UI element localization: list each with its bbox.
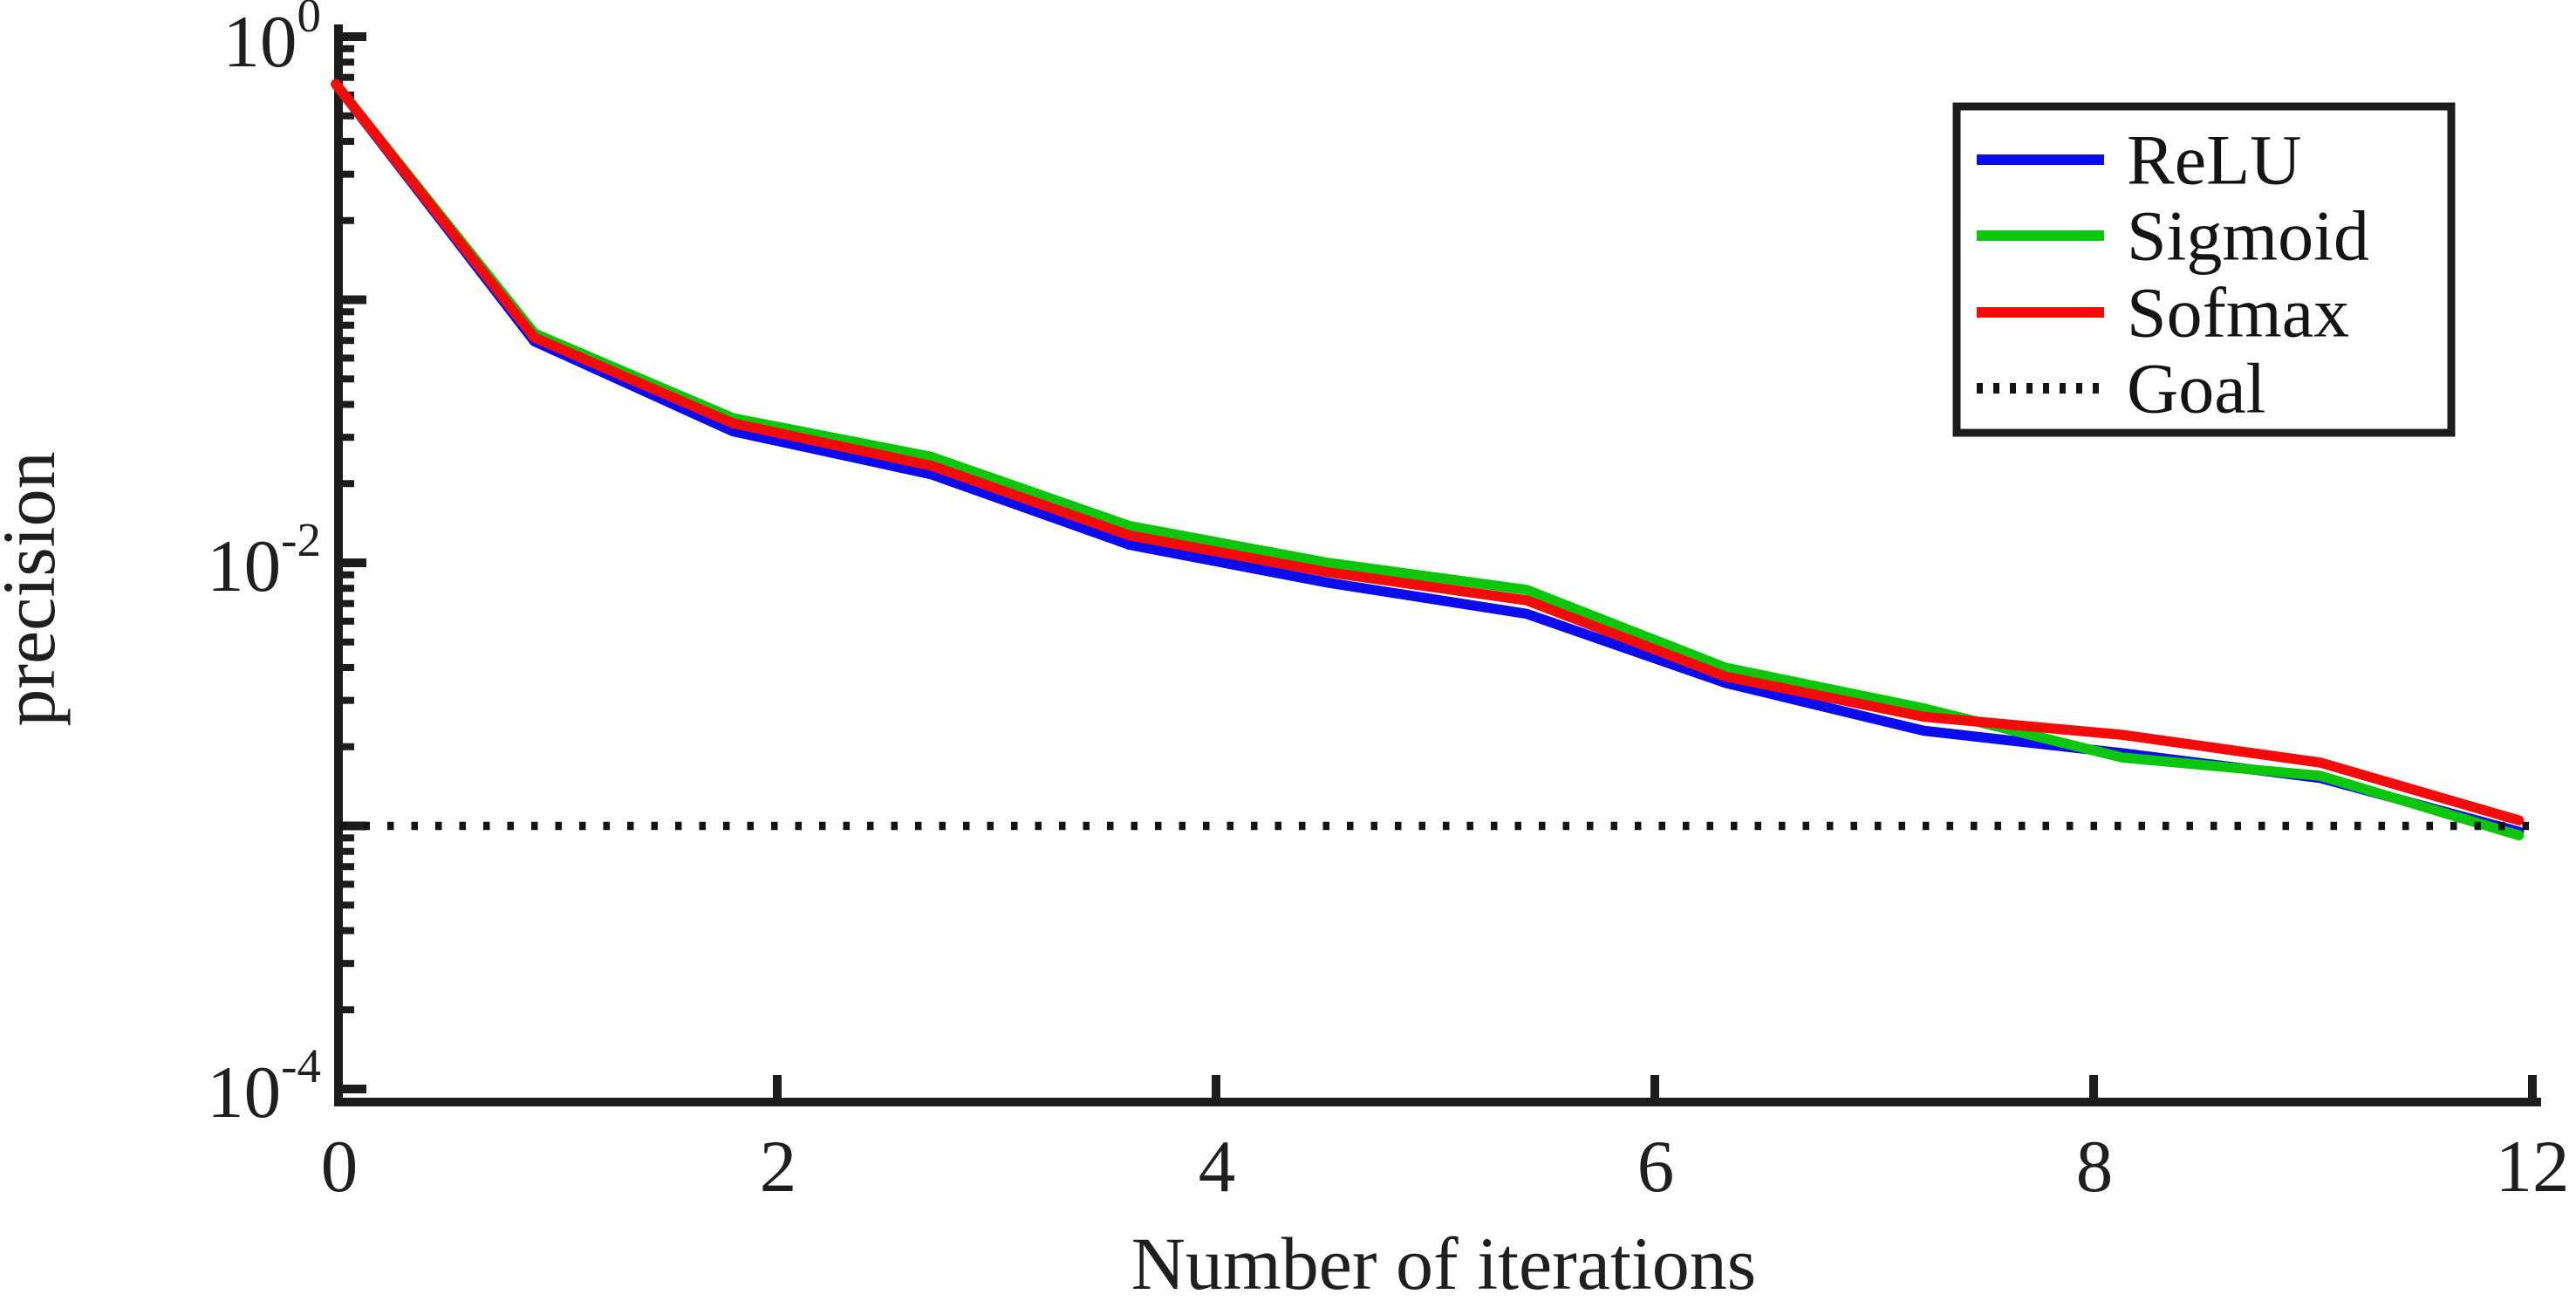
x-tick-label: 4 [1199, 1126, 1236, 1208]
x-axis-spine [334, 1098, 2541, 1106]
y-minor-ticks [343, 45, 354, 1014]
legend-label-sigmoid: Sigmoid [2127, 196, 2369, 276]
tick-mark [343, 571, 354, 579]
legend-entry-goal: Goal [1977, 349, 2265, 428]
tick-mark [343, 638, 354, 646]
tick-mark [343, 45, 354, 52]
y-tick-label-1e0: 100 [223, 0, 322, 83]
x-ticks [334, 1075, 2537, 1098]
axes [334, 24, 2541, 1106]
tick-mark [343, 1006, 354, 1014]
y-major-ticks [343, 32, 366, 1093]
tick-mark [343, 375, 354, 383]
tick-mark [343, 960, 354, 968]
tick-mark [343, 480, 354, 488]
tick-mark [343, 743, 354, 750]
tick-mark [343, 32, 366, 41]
legend-entry-sofmax: Sofmax [1977, 273, 2349, 353]
tick-mark [343, 137, 354, 145]
tick-mark [343, 617, 354, 625]
legend-entry-relu: ReLU [1977, 120, 2301, 200]
y-tick-label-1e-4: 10-4 [207, 1039, 321, 1133]
y-tick-labels: 100 10-2 10-4 [207, 0, 321, 1133]
x-tick-labels: 0 2 4 6 8 12 [321, 1126, 2570, 1208]
sofmax-line [331, 79, 2525, 825]
tick-mark [1212, 1075, 1220, 1098]
tick-mark [343, 1085, 366, 1093]
tick-mark [343, 863, 354, 871]
tick-mark [343, 821, 366, 831]
y-axis-title: precision [0, 451, 71, 726]
y-tick-label-1e-2: 10-2 [207, 513, 321, 607]
tick-mark [343, 847, 354, 855]
x-tick-label: 12 [2496, 1126, 2570, 1208]
tick-mark [2089, 1075, 2098, 1098]
legend-label-goal: Goal [2127, 349, 2265, 428]
series-lines [331, 79, 2534, 841]
tick-mark [1650, 1075, 1659, 1098]
tick-mark [343, 170, 354, 178]
tick-mark [773, 1075, 782, 1098]
x-tick-label: 0 [321, 1126, 359, 1208]
tick-mark [343, 216, 354, 224]
x-tick-label: 2 [760, 1126, 797, 1208]
tick-mark [343, 696, 354, 704]
legend-entry-sigmoid: Sigmoid [1977, 196, 2369, 276]
tick-mark [343, 558, 366, 567]
tick-mark [343, 927, 354, 935]
tick-mark [343, 337, 354, 345]
tick-mark [343, 434, 354, 442]
x-tick-label: 6 [1637, 1126, 1675, 1208]
tick-mark [343, 401, 354, 408]
legend-label-sofmax: Sofmax [2127, 273, 2349, 353]
x-axis-title: Number of iterations [1131, 1222, 1756, 1305]
x-tick-label: 8 [2076, 1126, 2114, 1208]
tick-mark [343, 295, 366, 305]
tick-mark [343, 880, 354, 888]
tick-mark [343, 834, 354, 842]
tick-mark [2528, 1075, 2537, 1098]
tick-mark [343, 663, 354, 671]
tick-mark [343, 112, 354, 120]
tick-mark [343, 901, 354, 909]
tick-mark [343, 58, 354, 66]
legend-label-relu: ReLU [2127, 120, 2301, 200]
tick-mark [343, 308, 354, 316]
tick-mark [343, 585, 354, 592]
legend: ReLU Sigmoid Sofmax Goal [1952, 102, 2456, 437]
tick-mark [343, 354, 354, 362]
tick-mark [343, 599, 354, 607]
tick-mark [334, 1075, 343, 1098]
tick-mark [343, 321, 354, 329]
y-axis-spine [334, 24, 343, 1106]
tick-mark [343, 73, 354, 81]
